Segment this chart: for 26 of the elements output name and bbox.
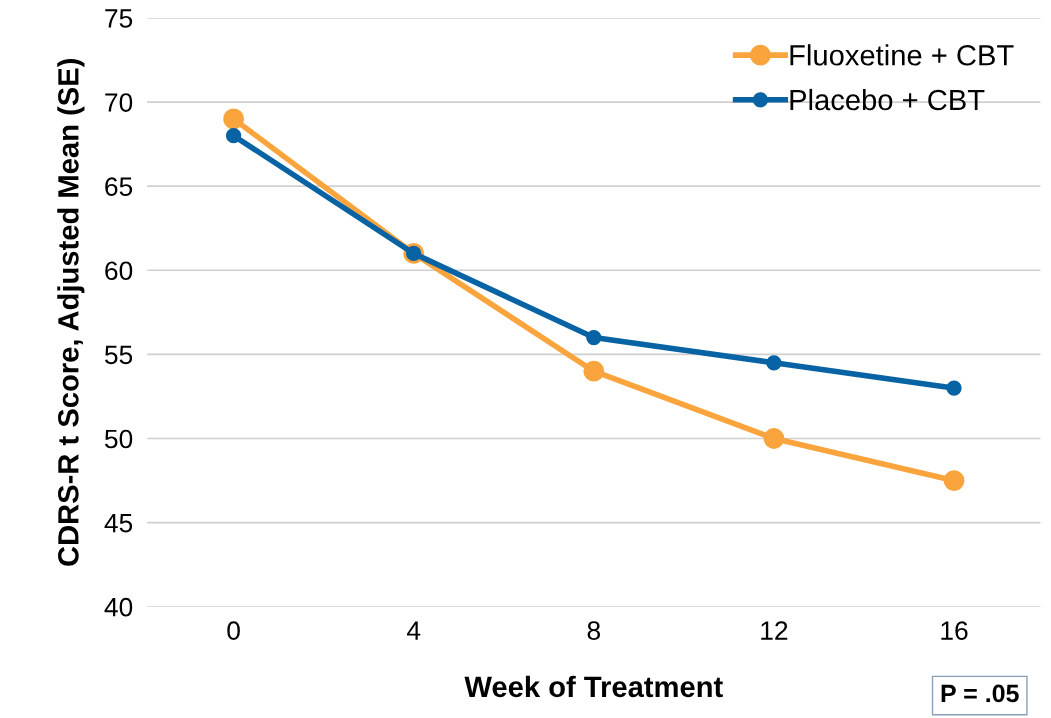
text: P = .05 (941, 684, 1019, 703)
x-tick-label: 8 (587, 621, 601, 640)
y-tick-label: 70 (105, 93, 133, 112)
y-tick-label: 60 (105, 261, 133, 281)
point (586, 329, 602, 346)
legend-label: Placebo + CBT (790, 88, 985, 111)
point (946, 380, 962, 396)
y-tick-label: 75 (105, 9, 133, 28)
x-tick-label: 16 (941, 621, 968, 640)
legend-label: Fluoxetine + CBT (790, 44, 1014, 66)
x-tick-label: 12 (761, 621, 788, 640)
y-tick-label: 40 (104, 597, 133, 617)
y-tick-label: 55 (104, 345, 133, 365)
y-tick-label: 50 (104, 429, 133, 449)
point (225, 128, 242, 144)
point (766, 355, 782, 371)
y-tick-label: 45 (104, 514, 133, 533)
x-tick-label: 4 (406, 621, 421, 640)
x-axis-title: Week of Treatment (464, 675, 723, 698)
point (763, 428, 785, 449)
point (223, 108, 245, 130)
x-tick-label: 0 (227, 621, 240, 640)
point (583, 360, 605, 382)
y-tick-label: 65 (105, 177, 133, 196)
y-axis-title: CDRS-R t Score, Adjusted Mean (SE) (57, 59, 85, 566)
point (943, 470, 965, 491)
